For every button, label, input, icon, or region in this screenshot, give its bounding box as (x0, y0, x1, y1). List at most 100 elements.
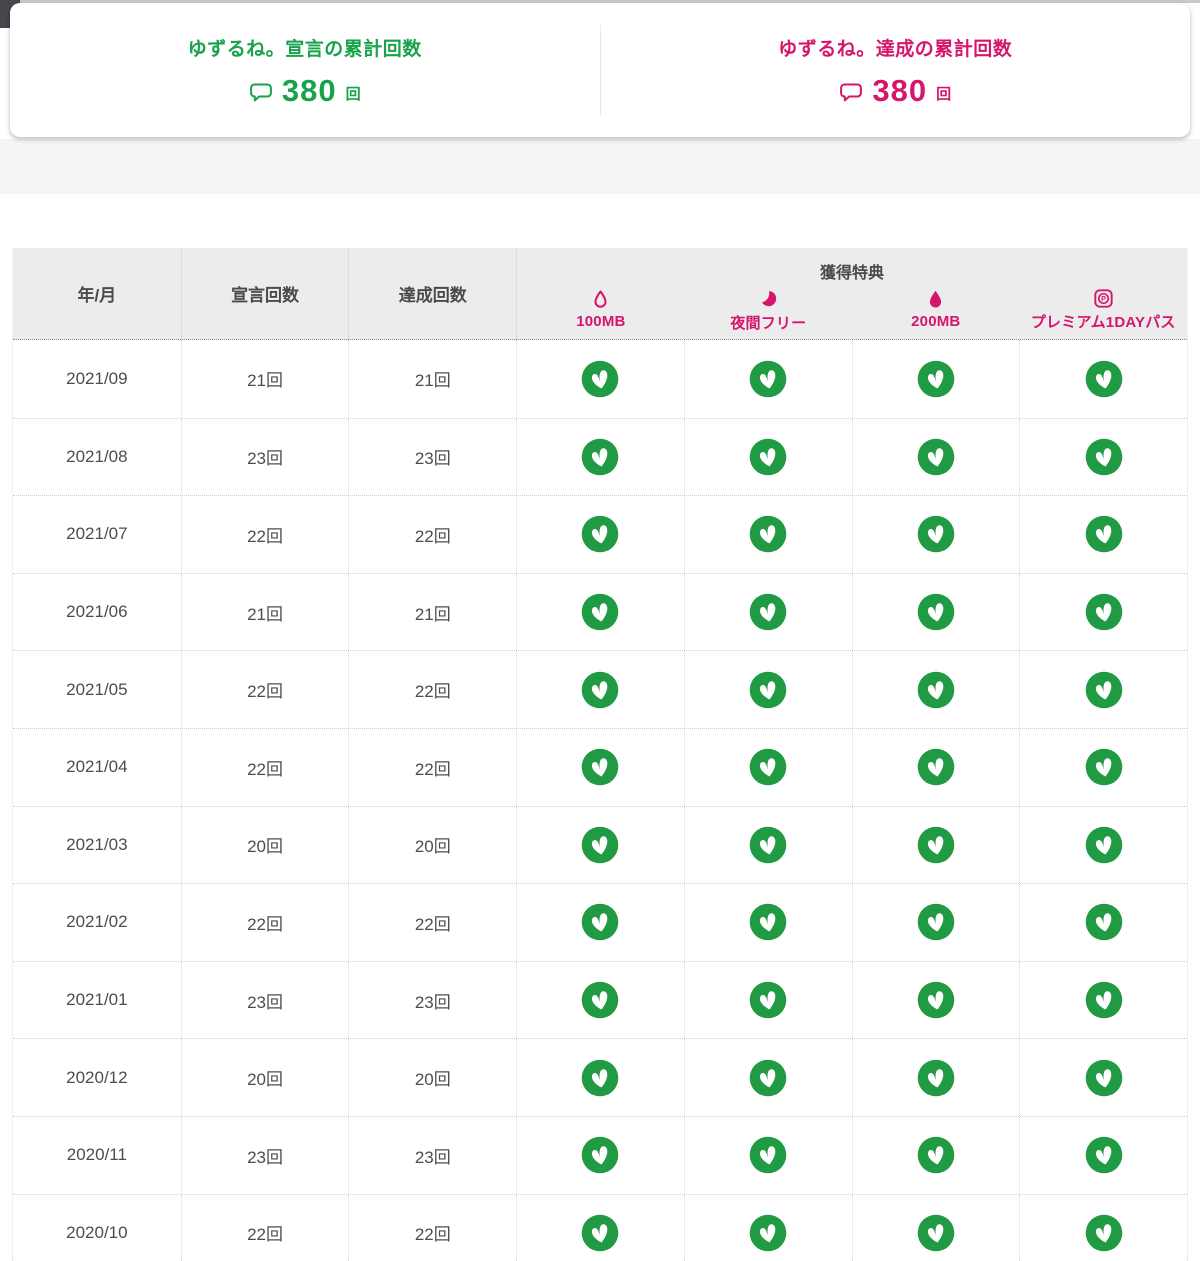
declared-summary: ゆずるね。宣言の累計回数 380 回 (10, 3, 600, 137)
declared-cell: 22回 (180, 1194, 349, 1261)
reward-column-200mb: 200MB (852, 289, 1019, 339)
leaf-check-icon (1085, 360, 1122, 398)
declared-summary-title: ゆずるね。宣言の累計回数 (187, 38, 422, 60)
leaf-check-icon (749, 826, 787, 864)
declared-cell: 22回 (180, 728, 349, 806)
reward-cell (1019, 961, 1187, 1039)
leaf-check-icon (749, 360, 787, 398)
leaf-check-icon (1085, 1059, 1122, 1096)
leaf-check-icon (917, 360, 955, 398)
summary-card: ゆずるね。宣言の累計回数 380 回 ゆずるね。達成の累計回数 380 回 (10, 3, 1190, 137)
leaf-check-icon (582, 671, 619, 708)
month-cell: 2021/01 (66, 990, 128, 1010)
reward-cell (516, 961, 684, 1039)
table-row: 2021/08 23回 23回 (13, 417, 1187, 496)
reward-cell (683, 651, 852, 728)
leaf-check-icon (917, 748, 955, 786)
speech-bubble-icon (840, 83, 863, 102)
leaf-check-icon (749, 671, 787, 708)
reward-cell (1019, 496, 1187, 573)
table-row: 2021/03 20回 20回 (13, 805, 1187, 884)
leaf-check-icon (917, 826, 955, 864)
month-cell: 2021/09 (66, 368, 128, 388)
leaf-check-icon (582, 826, 619, 864)
table-row: 2021/09 21回 21回 (13, 340, 1187, 418)
leaf-check-icon (582, 1136, 619, 1174)
achieved-cell: 22回 (348, 651, 516, 728)
leaf-check-icon (582, 748, 619, 786)
achieved-cell: 23回 (348, 1116, 516, 1194)
rewards-group-label: 獲得特典 (820, 265, 885, 282)
reward-cell (683, 1194, 852, 1261)
reward-label: 200MB (911, 313, 961, 330)
month-cell: 2021/07 (66, 524, 128, 544)
leaf-check-icon (582, 360, 619, 398)
reward-cell (683, 496, 852, 573)
leaf-check-icon (917, 904, 955, 941)
leaf-check-icon (582, 1214, 619, 1252)
leaf-check-icon (1085, 593, 1122, 631)
leaf-check-icon (749, 593, 787, 631)
svg-text:P: P (1101, 295, 1106, 303)
leaf-check-icon (749, 1136, 787, 1174)
reward-cell (851, 651, 1020, 728)
table-body: 2021/09 21回 21回 (13, 340, 1187, 1261)
achieved-cell: 20回 (348, 806, 516, 884)
leaf-check-icon (749, 516, 787, 553)
declared-count-row: 380 回 (249, 73, 361, 109)
table-row: 2021/06 21回 21回 (13, 572, 1187, 651)
reward-cell (683, 884, 852, 961)
reward-cell (1019, 884, 1187, 961)
leaf-check-icon (582, 516, 619, 553)
reward-column-night-free: 夜間フリー (685, 289, 852, 339)
achieved-cell: 23回 (348, 961, 516, 1039)
reward-cell (851, 884, 1020, 961)
reward-cell (516, 806, 684, 884)
table-row: 2021/04 22回 22回 (13, 727, 1187, 806)
leaf-check-icon (1085, 981, 1122, 1019)
leaf-check-icon (917, 671, 955, 708)
reward-cell (516, 573, 684, 651)
reward-cell (1019, 651, 1187, 728)
leaf-check-icon (1085, 904, 1122, 941)
leaf-check-icon (749, 1214, 787, 1252)
reward-cell (516, 728, 684, 806)
premium-pass-icon: P (1094, 289, 1113, 308)
reward-cell (516, 1116, 684, 1194)
reward-column-premium-pass: P プレミアム1DAYパス (1020, 289, 1187, 339)
declared-cell: 23回 (180, 418, 349, 496)
leaf-check-icon (1085, 826, 1122, 864)
reward-cell (1019, 573, 1187, 651)
reward-cell (1019, 418, 1187, 496)
leaf-check-icon (749, 981, 787, 1019)
leaf-check-icon (917, 1059, 955, 1096)
leaf-check-icon (749, 1059, 787, 1096)
declared-count: 380 (281, 72, 337, 108)
month-cell: 2021/04 (66, 757, 128, 777)
table-row: 2020/12 20回 20回 (13, 1038, 1187, 1116)
month-cell: 2021/06 (66, 602, 128, 622)
table-row: 2021/07 22回 22回 (13, 495, 1187, 573)
month-cell: 2021/05 (66, 679, 128, 699)
reward-cell (851, 418, 1020, 496)
achieved-count: 380 (872, 72, 928, 108)
achieved-cell: 22回 (348, 728, 516, 806)
header-rewards-group: 獲得特典 100MB 夜間フリー (516, 248, 1187, 339)
declared-cell: 23回 (180, 961, 349, 1039)
achieved-summary: ゆずるね。達成の累計回数 380 回 (601, 3, 1191, 137)
declared-cell: 22回 (180, 651, 349, 728)
reward-label: 100MB (576, 313, 626, 330)
reward-cell (683, 418, 852, 496)
month-cell: 2020/10 (66, 1222, 128, 1242)
leaf-check-icon (582, 981, 619, 1019)
moon-icon (761, 291, 777, 307)
leaf-check-icon (1085, 748, 1122, 786)
leaf-check-icon (582, 438, 619, 476)
top-edge-strip (0, 0, 1200, 3)
reward-cell (1019, 340, 1187, 418)
leaf-check-icon (917, 1214, 955, 1252)
month-cell: 2020/12 (66, 1067, 128, 1087)
leaf-check-icon (749, 438, 787, 476)
reward-cell (851, 573, 1020, 651)
declared-cell: 20回 (180, 1039, 349, 1116)
